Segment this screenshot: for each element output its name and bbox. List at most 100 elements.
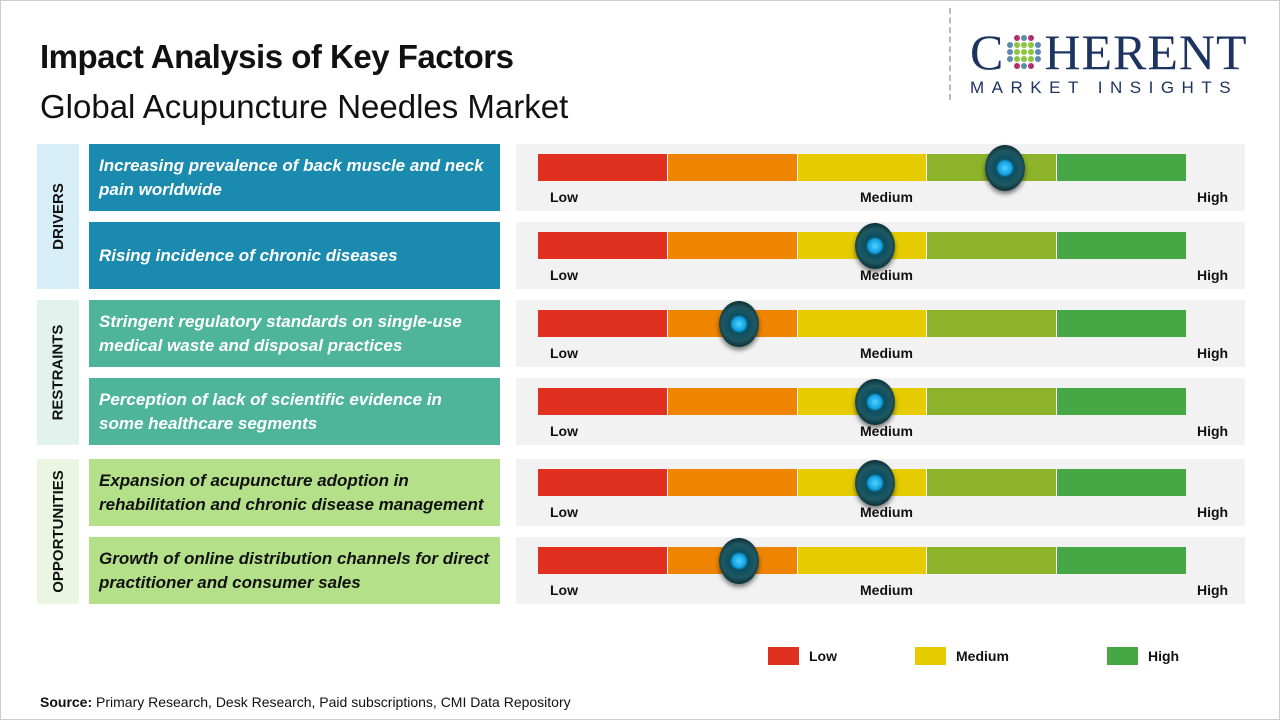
- logo: C HERENT MARKET INSIGHTS: [970, 24, 1260, 98]
- impact-gauge: Low Medium High: [516, 378, 1245, 445]
- impact-gauge: Low Medium High: [516, 537, 1245, 604]
- gauge-segment: [538, 547, 668, 574]
- gauge-segment: [1057, 469, 1186, 496]
- gauge-segment: [667, 469, 798, 496]
- globe-dot: [1007, 63, 1013, 69]
- gauge-segment: [667, 388, 798, 415]
- factor-card: Expansion of acupuncture adoption in reh…: [89, 459, 500, 526]
- legend-item-high: High: [1107, 647, 1179, 665]
- gauge-label-low: Low: [550, 582, 578, 598]
- gauge-marker: [718, 538, 759, 584]
- gauge-segment: [538, 232, 668, 259]
- category-label-drivers: DRIVERS: [37, 144, 79, 289]
- gauge-segment: [538, 469, 668, 496]
- globe-dot: [1028, 49, 1035, 55]
- logo-text-right: HERENT: [1044, 24, 1248, 80]
- gauge-label-low: Low: [550, 267, 578, 283]
- gauge-label-low: Low: [550, 423, 578, 439]
- source-note: Source: Primary Research, Desk Research,…: [40, 694, 571, 710]
- globe-dot: [1007, 42, 1014, 48]
- category-label-text: RESTRAINTS: [49, 324, 67, 421]
- source-label: Source:: [40, 694, 93, 710]
- gauge-label-medium: Medium: [860, 345, 913, 361]
- gauge-segment: [1057, 310, 1186, 337]
- globe-icon: [1007, 35, 1042, 69]
- gauge-bar: [538, 388, 1186, 415]
- gauge-label-medium: Medium: [860, 582, 913, 598]
- gauge-label-medium: Medium: [860, 189, 913, 205]
- globe-dot: [1021, 35, 1028, 41]
- impact-gauge: Low Medium High: [516, 459, 1245, 526]
- globe-dot: [1021, 63, 1028, 69]
- impact-gauge: Low Medium High: [516, 300, 1245, 367]
- factor-card: Growth of online distribution channels f…: [89, 537, 500, 604]
- gauge-segment: [538, 388, 668, 415]
- globe-dot: [1007, 49, 1014, 55]
- divider: [949, 8, 951, 100]
- factor-text: Stringent regulatory standards on single…: [99, 311, 462, 355]
- factor-text: Growth of online distribution channels f…: [99, 548, 490, 592]
- gauge-marker: [984, 145, 1025, 191]
- globe-dot: [1021, 49, 1028, 55]
- globe-dot: [1014, 35, 1021, 41]
- gauge-label-high: High: [1197, 345, 1229, 361]
- gauge-marker: [854, 223, 895, 269]
- legend-item-medium: Medium: [915, 647, 1009, 665]
- factor-card: Perception of lack of scientific evidenc…: [89, 378, 500, 445]
- legend-label: High: [1148, 648, 1180, 664]
- gauge-segment: [667, 154, 798, 181]
- globe-dot: [1028, 56, 1035, 62]
- gauge-segment: [1057, 388, 1186, 415]
- category-label-opportunities: OPPORTUNITIES: [37, 459, 79, 604]
- factor-card: Rising incidence of chronic diseases: [89, 222, 500, 289]
- gauge-segment: [538, 310, 668, 337]
- gauge-segment: [927, 388, 1058, 415]
- category-label-text: DRIVERS: [49, 183, 67, 250]
- gauge-segment: [927, 310, 1058, 337]
- globe-dot: [1014, 49, 1021, 55]
- logo-text-left: C: [970, 24, 1005, 80]
- factor-text: Expansion of acupuncture adoption in reh…: [99, 470, 484, 514]
- page-subtitle: Global Acupuncture Needles Market: [40, 88, 569, 125]
- gauge-segment: [1057, 232, 1186, 259]
- globe-dot: [1014, 63, 1021, 69]
- gauge-segment: [667, 232, 798, 259]
- gauge-label-high: High: [1197, 504, 1229, 520]
- globe-dot: [1007, 56, 1014, 62]
- factor-card: Stringent regulatory standards on single…: [89, 300, 500, 367]
- legend-label: Low: [809, 648, 837, 664]
- globe-dot: [1014, 42, 1021, 48]
- gauge-segment: [927, 547, 1058, 574]
- globe-dot: [1035, 35, 1041, 41]
- category-label-restraints: RESTRAINTS: [37, 300, 79, 445]
- gauge-bar: [538, 154, 1186, 181]
- impact-gauge: Low Medium High: [516, 222, 1245, 289]
- gauge-segment: [1057, 154, 1186, 181]
- legend-swatch: [915, 647, 946, 665]
- gauge-label-medium: Medium: [860, 504, 913, 520]
- legend-swatch: [1107, 647, 1138, 665]
- gauge-segment: [797, 310, 928, 337]
- gauge-segment: [1057, 547, 1186, 574]
- globe-dot: [1035, 42, 1042, 48]
- gauge-segment: [538, 154, 668, 181]
- gauge-label-high: High: [1197, 267, 1229, 283]
- globe-dot: [1014, 56, 1021, 62]
- factor-card: Increasing prevalence of back muscle and…: [89, 144, 500, 211]
- gauge-label-low: Low: [550, 189, 578, 205]
- gauge-segment: [927, 232, 1058, 259]
- gauge-marker: [854, 379, 895, 425]
- globe-dot: [1035, 56, 1042, 62]
- legend-item-low: Low: [768, 647, 837, 665]
- gauge-label-medium: Medium: [860, 267, 913, 283]
- legend-swatch: [768, 647, 799, 665]
- globe-dot: [1007, 35, 1013, 41]
- gauge-label-low: Low: [550, 504, 578, 520]
- globe-dot: [1035, 63, 1041, 69]
- impact-gauge: Low Medium High: [516, 144, 1245, 211]
- gauge-segment: [797, 547, 928, 574]
- globe-dot: [1028, 42, 1035, 48]
- legend-label: Medium: [956, 648, 1009, 664]
- logo-subtext: MARKET INSIGHTS: [970, 78, 1239, 97]
- gauge-segment: [797, 154, 928, 181]
